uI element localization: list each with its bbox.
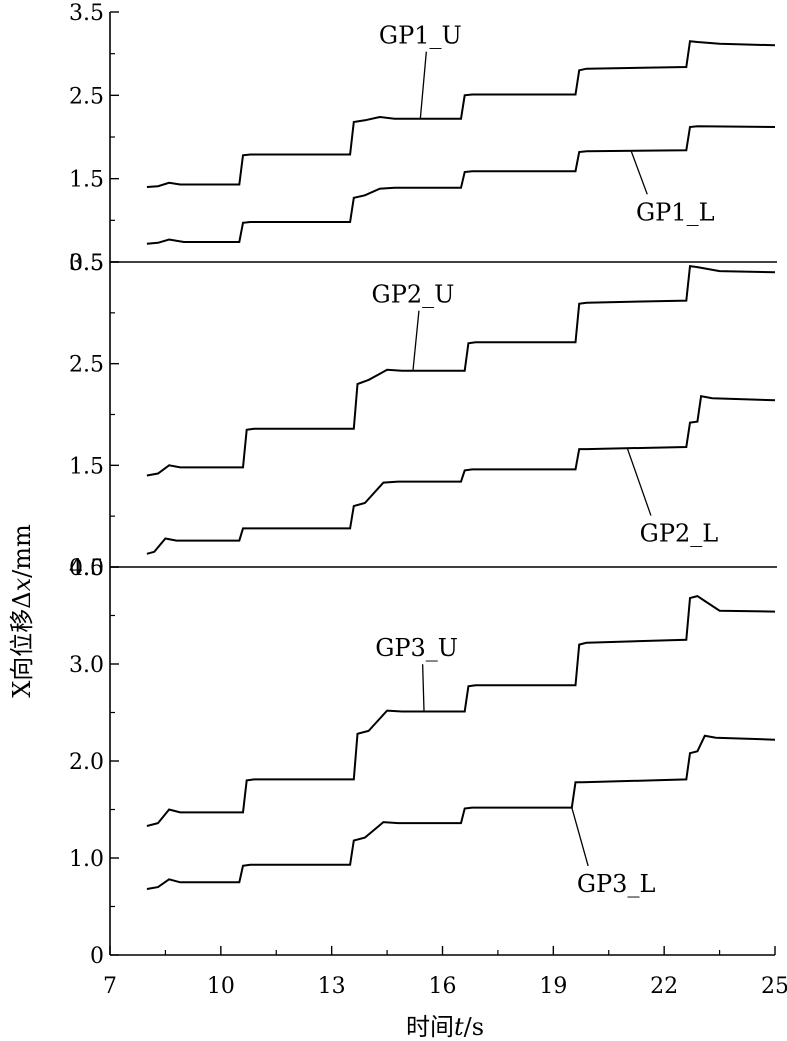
y-tick-label: 3.0 [69, 653, 104, 678]
y-tick-label: 2.5 [69, 353, 104, 378]
series-leader-line [421, 664, 425, 712]
chart-axes: 0.51.52.53.50.51.52.53.501.02.03.04.07 10… [69, 1, 787, 999]
y-tick-label: 3.5 [69, 1, 104, 26]
x-tick-label: 16 [429, 974, 457, 999]
x-tick-label: 7 [103, 974, 117, 999]
y-tick-label: 1.5 [69, 168, 104, 193]
y-tick-label: 2.5 [69, 84, 104, 109]
series-line-gp3-l [146, 734, 776, 890]
y-tick-label: 0.5 [69, 251, 104, 276]
series-leader-line [412, 310, 420, 371]
series-label-gp1-u: GP1_U [379, 22, 462, 50]
x-tick-label: 25 [761, 974, 787, 999]
series-label-gp1-l: GP1_L [636, 198, 715, 226]
y-tick-label: 0 [90, 944, 104, 969]
y-tick-label: 4.0 [69, 556, 104, 581]
x-tick-label: 19 [539, 974, 567, 999]
series-leader-line [626, 447, 652, 516]
series-line-gp2-u [146, 264, 776, 477]
y-tick-label: 2.0 [69, 750, 104, 775]
x-tick-label: 22 [650, 974, 678, 999]
chart-series [146, 40, 776, 890]
series-label-gp3-l: GP3_L [577, 870, 656, 898]
series-line-gp3-u [146, 595, 776, 827]
series-label-gp3-u: GP3_U [375, 634, 458, 662]
series-leader-line [571, 807, 589, 867]
series-line-gp1-u [146, 40, 776, 188]
x-axis-title: 时间t/s [406, 1013, 484, 1041]
y-tick-label: 1.0 [69, 847, 104, 872]
series-leader-line [630, 150, 648, 195]
series-label-gp2-u: GP2_U [372, 281, 455, 309]
series-line-gp2-l [146, 395, 776, 555]
x-tick-label: 10 [207, 974, 235, 999]
y-tick-label: 1.5 [69, 454, 104, 479]
series-label-gp2-l: GP2_L [640, 520, 719, 548]
x-tick-label: 13 [318, 974, 346, 999]
series-line-gp1-l [146, 125, 776, 245]
chart-labels: GP1_U GP1_L GP2_U GP2_L GP3_U GP3_L [372, 22, 719, 898]
series-leader-line [419, 51, 427, 119]
y-axis-title: X向位移Δx/mm [8, 524, 36, 698]
y-tick-label: 0.5 [69, 556, 104, 581]
y-tick-label: 3.5 [69, 251, 104, 276]
